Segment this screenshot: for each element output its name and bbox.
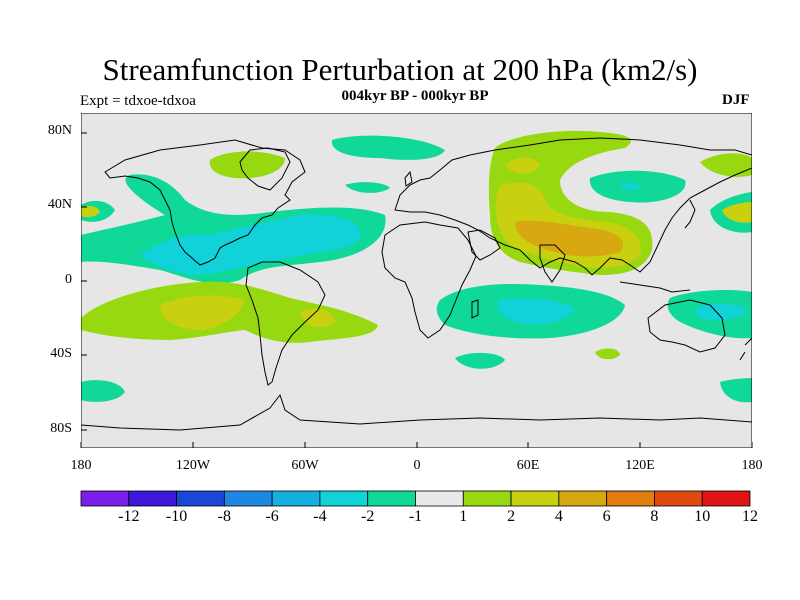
map-title: Streamfunction Perturbation at 200 hPa (…: [102, 52, 698, 87]
colorbar-tick-label: -4: [313, 508, 327, 525]
colorbar-tick-label: 10: [694, 508, 711, 525]
colorbar-swatch: [462, 490, 512, 507]
lat-label-0: 0: [65, 272, 72, 287]
lat-label-80s: 80S: [50, 421, 72, 436]
season-label: DJF: [722, 92, 750, 108]
colorbar-swatch: [319, 490, 369, 507]
colorbar: [80, 490, 751, 507]
colorbar-swatch: [128, 490, 177, 507]
colorbar-swatch: [80, 490, 130, 507]
colorbar-swatch: [176, 490, 225, 507]
colorbar-swatch: [558, 490, 608, 507]
lon-label-180e: 180: [741, 458, 763, 473]
map-background: [81, 113, 752, 448]
colorbar-tick-label: 2: [507, 508, 516, 525]
colorbar-tick-label: -12: [118, 508, 140, 525]
lon-label-120w: 120W: [175, 458, 211, 473]
lon-label-60w: 60W: [291, 458, 319, 473]
colorbar-swatch: [654, 490, 703, 507]
lat-label-40s: 40S: [50, 346, 72, 361]
coastlines: [81, 137, 752, 431]
axis-ticks: [80, 132, 753, 448]
colorbar-swatch: [510, 490, 560, 507]
colorbar-swatch: [223, 490, 273, 507]
colorbar-tick-label: -6: [265, 508, 279, 525]
lon-label-0: 0: [413, 458, 421, 473]
experiment-label: Expt = tdxoe-tdxoa: [80, 93, 196, 109]
lon-label-120e: 120E: [625, 458, 655, 473]
colorbar-swatch: [271, 490, 321, 507]
colorbar-tick-label: 12: [742, 508, 758, 525]
colorbar-swatch: [606, 490, 655, 507]
colorbar-swatch: [367, 490, 416, 507]
lat-label-80n: 80N: [47, 123, 72, 138]
lon-label-180w: 180: [70, 458, 92, 473]
colorbar-tick-label: 1: [459, 508, 468, 525]
colorbar-tick-label: 4: [554, 508, 563, 525]
positive-anomaly-eurasia: [488, 130, 653, 275]
colorbar-tick-label: 6: [602, 508, 611, 525]
colorbar-tick-label: -2: [361, 508, 375, 525]
colorbar-swatch: [415, 490, 464, 507]
positive-anomaly-south-pacific: [81, 200, 378, 343]
colorbar-tick-label: 8: [650, 508, 659, 525]
lat-label-40n: 40N: [47, 197, 72, 212]
minor-anomaly-blobs: [81, 135, 752, 403]
negative-anomaly-north-pacific-atlantic: [81, 174, 386, 284]
colorbar-swatch: [701, 490, 751, 507]
map-subtitle: 004kyr BP - 000kyr BP: [341, 88, 489, 104]
lon-label-60e: 60E: [516, 458, 540, 473]
colorbar-tick-label: -1: [408, 508, 423, 525]
colorbar-tick-label: -10: [165, 508, 188, 525]
colorbar-tick-label: -8: [217, 508, 231, 525]
